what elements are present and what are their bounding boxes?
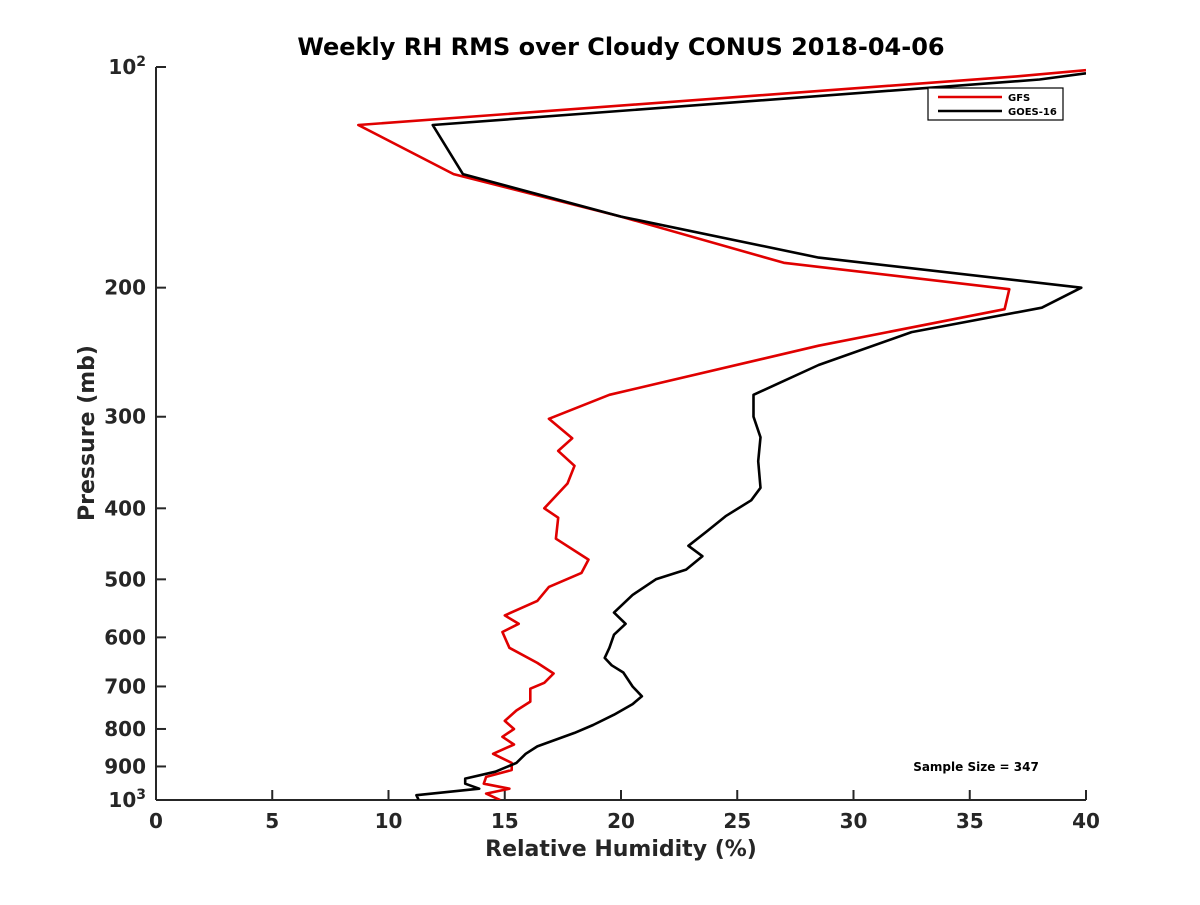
x-tick-label: 35 (956, 809, 984, 833)
y-tick-label: 900 (104, 754, 146, 778)
y-tick-label: 400 (104, 496, 146, 520)
y-tick-label: 700 (104, 674, 146, 698)
y-tick-label: 103 (108, 787, 146, 812)
series-layer (356, 68, 1086, 800)
x-tick-label: 5 (265, 809, 279, 833)
x-tick-label: 20 (607, 809, 635, 833)
series-line-gfs (356, 68, 1086, 800)
series-line-goes16 (415, 72, 1086, 800)
y-tick-exponent: 3 (136, 787, 146, 803)
legend: GFS GOES-16 (927, 87, 1064, 121)
x-tick-label: 0 (149, 809, 163, 833)
x-axis-label: Relative Humidity (%) (485, 837, 757, 862)
y-tick-base: 10 (108, 788, 136, 812)
y-tick-label: 500 (104, 567, 146, 591)
y-tick-exponent: 2 (136, 54, 146, 70)
legend-box (927, 87, 1064, 121)
legend-label-gfs: GFS (1008, 93, 1030, 104)
y-tick-label: 300 (104, 405, 146, 429)
legend-label-goes16: GOES-16 (1008, 107, 1057, 118)
x-tick-label: 10 (375, 809, 403, 833)
y-tick-label: 800 (104, 717, 146, 741)
x-tick-label: 25 (723, 809, 751, 833)
x-tick-label: 40 (1072, 809, 1100, 833)
x-tick-label: 30 (840, 809, 868, 833)
plot-area (156, 67, 1086, 800)
y-tick-base: 10 (108, 55, 136, 79)
sample-size-annotation: Sample Size = 347 (913, 760, 1039, 774)
x-tick-label: 15 (491, 809, 519, 833)
y-axis-label: Pressure (mb) (75, 345, 100, 521)
y-tick-label: 200 (104, 276, 146, 300)
y-tick-label: 600 (104, 625, 146, 649)
chart-title: Weekly RH RMS over Cloudy CONUS 2018-04-… (297, 33, 944, 61)
y-tick-label: 102 (108, 54, 146, 79)
x-axis: 0 5 10 15 20 25 30 35 40 (149, 790, 1100, 833)
